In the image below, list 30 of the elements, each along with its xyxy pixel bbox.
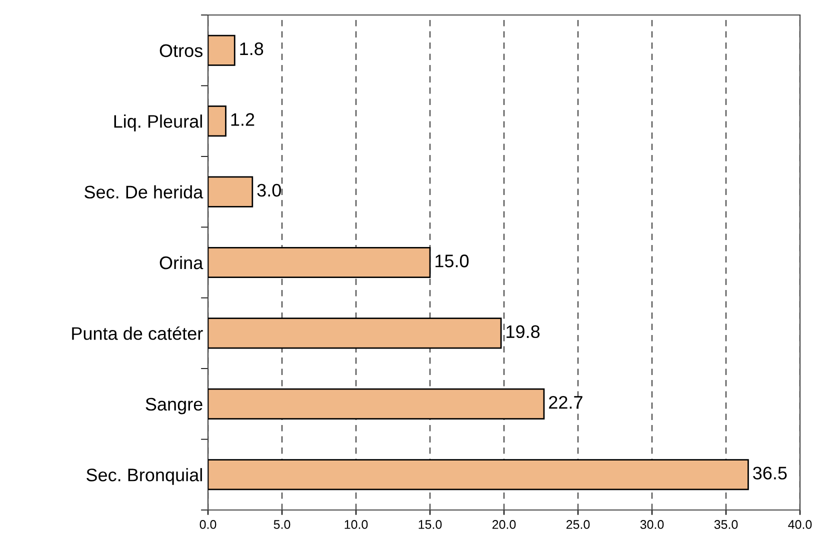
bar [208, 176, 254, 208]
data-label: 22.7 [549, 396, 582, 409]
x-tick-label: 0.0 [200, 520, 216, 529]
y-tick-label: Liq. Pleural [114, 114, 202, 132]
y-tick-label: Otros [160, 44, 202, 58]
data-label: 1.2 [231, 113, 254, 126]
bar [208, 246, 431, 278]
data-label: 3.0 [257, 184, 281, 197]
y-tick-label: Sec. De herida [84, 185, 204, 199]
bar [208, 459, 749, 490]
data-label: 15.0 [436, 254, 469, 268]
x-tick-label: 30.0 [640, 520, 664, 529]
x-tick-label: 5.0 [274, 520, 290, 529]
data-label: 19.8 [506, 325, 540, 338]
data-label: 1.8 [240, 42, 264, 56]
bar [208, 388, 545, 420]
bar [208, 106, 226, 137]
y-tick-label: Punta de catéter [72, 326, 203, 340]
x-tick-label: 35.0 [714, 520, 738, 529]
bar [208, 34, 236, 66]
y-tick-label: Orina [160, 256, 204, 270]
x-tick-label: 10.0 [344, 520, 368, 529]
x-tick-label: 40.0 [788, 520, 812, 529]
x-tick-label: 25.0 [566, 520, 590, 529]
bar [208, 318, 502, 349]
x-tick-label: 15.0 [418, 520, 442, 529]
data-label: 36.5 [753, 466, 787, 480]
y-tick-label: Sangre [146, 398, 202, 414]
y-tick-label: Sec. Bronquial [86, 468, 202, 485]
x-tick-label: 20.0 [492, 520, 516, 529]
